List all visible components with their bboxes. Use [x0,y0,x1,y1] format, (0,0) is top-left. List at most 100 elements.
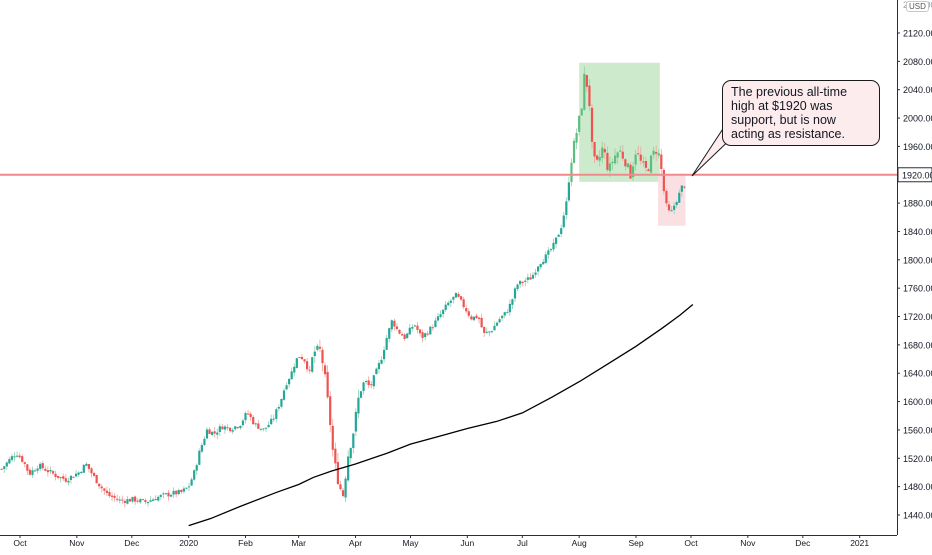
candle-body [262,428,265,430]
candle-body [549,249,553,251]
candle-body [285,385,288,390]
candle-body [552,242,555,250]
x-tick-label: 2020 [179,538,198,548]
candle-body [388,328,391,339]
candle-body [596,155,599,160]
candle-body [62,476,65,479]
candle-body [41,463,44,469]
candle-body [177,490,180,494]
candle-body [100,486,103,489]
candle-body [400,334,404,336]
y-tick-label: 1800.00 [903,255,932,265]
candle-body [144,500,147,503]
candle-body [578,115,581,132]
candle-body [308,369,311,371]
candle-body [339,484,342,490]
y-tick-label: 2120.00 [903,29,932,39]
candle-body [28,469,31,475]
candle-body [244,413,247,421]
candle-body [139,499,142,503]
candle-body [678,192,681,203]
candle-body [562,215,565,228]
candle-body [393,320,396,327]
candle-body [26,464,29,471]
candle-body [380,359,383,364]
candle-body [80,471,83,473]
candle-body [472,316,476,321]
candle-body [169,494,173,497]
candle-body [444,304,447,310]
candle-body [290,371,293,380]
candle-body [588,85,591,107]
candle-body [488,331,491,333]
candle-body [513,288,517,299]
candle-body [72,476,75,478]
candle-body [359,391,363,398]
candle-body [431,327,434,329]
candle-body [49,469,52,472]
candle-body [603,149,606,153]
candle-body [565,201,568,216]
candle-body [614,155,617,164]
candle-body [377,363,381,370]
candle-body [216,432,219,435]
level-price-badge [897,167,932,183]
candle-body [680,185,683,192]
candle-body [554,237,558,244]
candle-body [288,378,291,385]
candle-body [465,308,468,312]
candle-body [611,161,614,164]
candle-body [439,314,442,317]
candle-body [116,498,119,500]
candle-body [639,154,642,161]
candle-body [655,152,658,154]
candle-body [526,277,529,280]
candle-body [442,309,445,315]
y-tick-label: 2000.00 [903,114,932,124]
candle-body [108,491,111,497]
y-tick-label: 1720.00 [903,312,932,322]
candle-body [498,319,501,323]
candle-body [167,492,170,497]
currency-badge[interactable]: USD [906,1,929,12]
candle-body [354,411,357,432]
candle-body [524,280,527,282]
candle-body [136,500,139,502]
candle-body [10,456,14,460]
candle-body [208,429,211,435]
y-tick-label: 1760.00 [903,284,932,294]
candle-body [426,333,429,335]
candle-body [506,312,509,314]
candle-body [234,426,237,430]
candle-body [126,499,129,504]
candle-body [483,326,486,333]
candle-body [501,315,504,319]
candle-body [634,154,637,165]
candle-body [626,163,630,168]
x-tick-label: Jun [460,538,474,548]
candle-body [213,431,216,434]
candle-body [205,429,209,439]
candle-body [95,474,98,484]
candle-body [275,409,278,419]
moving-average-line [188,303,694,527]
candle-body [606,152,609,170]
y-tick-label: 2080.00 [903,57,932,67]
candle-body [365,381,368,383]
candle-body [503,312,506,316]
candle-body [246,413,250,415]
candle-body [531,274,535,279]
candle-body [390,320,393,330]
candle-body [372,375,375,387]
candle-body [33,470,37,472]
candle-body [306,361,309,370]
candle-body [336,462,339,485]
candle-body [673,205,676,210]
candle-body [241,420,245,426]
candle-body [670,210,673,212]
candle-body [629,164,632,179]
candle-body [200,445,203,452]
candle-body [544,254,547,263]
x-tick-label: May [402,538,419,548]
x-tick-label: Oct [684,538,698,548]
